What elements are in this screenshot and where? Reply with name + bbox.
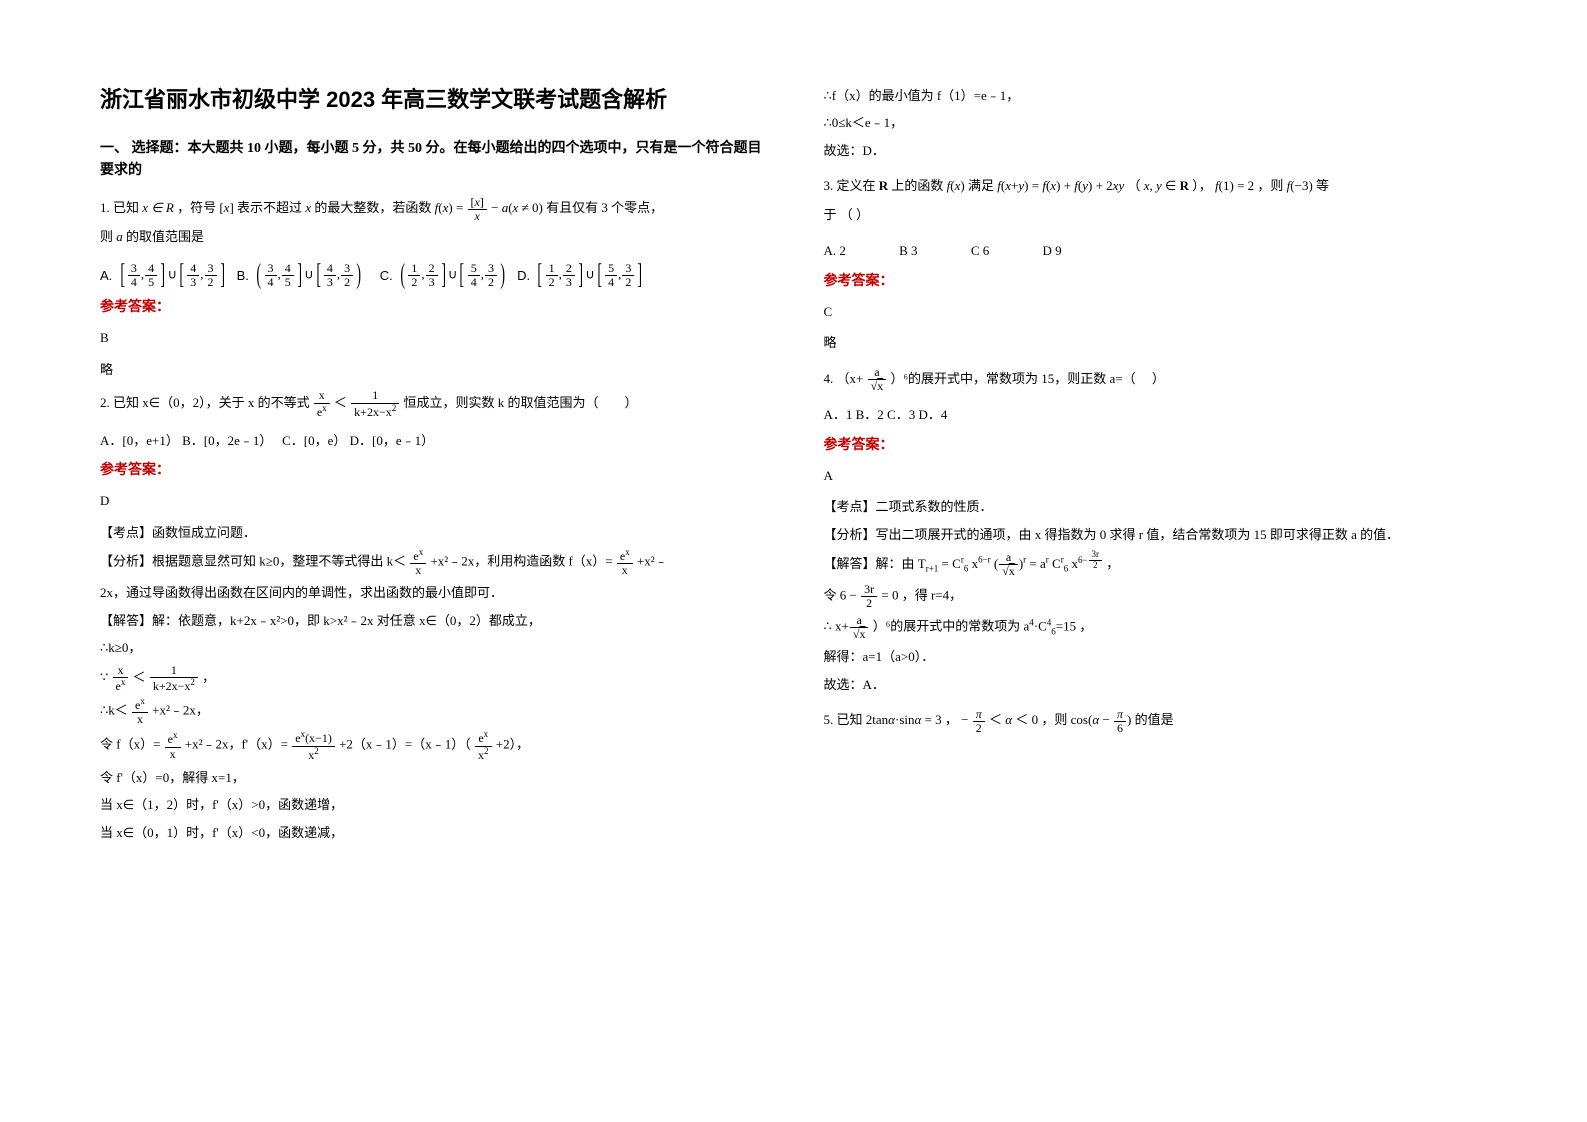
q2-jd-d: ∴k＜ exx +x²﹣2x，	[100, 697, 764, 726]
q2-r1: ∴f（x）的最小值为 f（1）=e﹣1，	[824, 84, 1488, 107]
answer-label: 参考答案：	[100, 295, 764, 320]
q2-jd-c-t: ∵	[100, 669, 108, 684]
q4-a: 4. （x+	[824, 371, 864, 386]
q2-fx-a: 【分析】根据题意显然可知 k≥0，整理不等式得出 k＜	[100, 554, 406, 569]
q3-answer: C	[824, 300, 1488, 323]
q4-kp: 【考点】二项式系数的性质．	[824, 495, 1488, 518]
q5-b: ，	[945, 712, 958, 727]
q4-jd-c: ∴ x+a√x ）⁶的展开式中的常数项为 a4·C46=15 ，	[824, 614, 1488, 641]
q3-opt-a: A. 2	[824, 239, 846, 262]
q4-jd-e: 故选：A．	[824, 673, 1488, 696]
q1-text-e: 有且仅有 3 个零点，	[546, 200, 663, 215]
q1-text-a: 1. 已知	[100, 200, 139, 215]
q5-d: 的值是	[1135, 712, 1174, 727]
q4-jdc2: ）⁶的展开式中的常数项为	[873, 619, 1021, 634]
answer-label-3: 参考答案：	[824, 269, 1488, 294]
left-column: 浙江省丽水市初级中学 2023 年高三数学文联考试题含解析 一、 选择题：本大题…	[100, 80, 764, 1092]
q2-text-b: 恒成立，则实数 k 的取值范围为（ ）	[403, 395, 637, 410]
q1-note: 略	[100, 358, 764, 381]
q1-text-c: 表示不超过	[237, 200, 302, 215]
q2-jd-d2: +x²﹣2x，	[152, 703, 209, 718]
q2-jd-e: 令 f（x）= exx +x²﹣2x，f'（x）= ex(x−1)x2 +2（x…	[100, 730, 764, 761]
q3-a: 3. 定义在	[824, 178, 876, 193]
q4-jda2: ，	[1106, 556, 1119, 571]
answer-label-2: 参考答案：	[100, 458, 764, 483]
section-1-head: 一、 选择题：本大题共 10 小题，每小题 5 分，共 50 分。在每小题给出的…	[100, 138, 764, 183]
q2-jd-c2: ，	[202, 669, 215, 684]
q2-r2: ∴0≤k＜e﹣1，	[824, 111, 1488, 134]
q2-jd-e2: +x²﹣2x，f'（x）=	[185, 737, 288, 752]
q2-kp: 【考点】函数恒成立问题．	[100, 521, 764, 544]
q3-d: （	[1127, 178, 1140, 193]
question-3: 3. 定义在 R 上的函数 f(x) 满足 f(x+y) = f(x) + f(…	[824, 172, 1488, 229]
q3-opt-b: B 3	[899, 239, 917, 262]
q3-e: ），	[1192, 178, 1212, 193]
q3-options: A. 2 B 3 C 6 D 9	[824, 239, 1488, 262]
q1-text-b: ，符号	[177, 200, 216, 215]
q1-text-d: 的最大整数，若函数	[314, 200, 431, 215]
q1-text-f: 则	[100, 229, 113, 244]
q3-h: 于 （ ）	[824, 207, 870, 222]
q3-b: 上的函数	[891, 178, 943, 193]
question-1: 1. 已知 x ∈ R ，符号 [x] 表示不超过 x 的最大整数，若函数 f(…	[100, 194, 764, 251]
q4-answer: A	[824, 464, 1488, 487]
q4-b: ）⁶的展开式中，常数项为 15，则正数 a=（ ）	[890, 371, 1164, 386]
q4-jd-d: 解得：a=1（a>0）．	[824, 645, 1488, 668]
q2-jd-e3: +2（x﹣1）=（x﹣1）（	[339, 737, 471, 752]
q5-a: 5. 已知	[824, 712, 863, 727]
right-column: ∴f（x）的最小值为 f（1）=e﹣1， ∴0≤k＜e﹣1， 故选：D． 3. …	[824, 80, 1488, 1092]
q1-text-g: 的取值范围是	[126, 229, 204, 244]
q4-fx: 【分析】写出二项展开式的通项，由 x 得指数为 0 求得 r 值，结合常数项为 …	[824, 523, 1488, 546]
q4-options: A．1 B．2 C．3 D．4	[824, 403, 1488, 426]
q4-jd-b: 令 6 − 3r2 = 0 ，得 r=4，	[824, 583, 1488, 610]
q1-answer: B	[100, 326, 764, 349]
q2-jd-c: ∵ xex ＜ 1k+2x−x2 ，	[100, 664, 764, 693]
q3-g: 等	[1316, 178, 1329, 193]
q5-c: ，则	[1041, 712, 1067, 727]
answer-label-4: 参考答案：	[824, 433, 1488, 458]
q2-jd-e-t: 令 f（x）=	[100, 737, 160, 752]
q3-note: 略	[824, 331, 1488, 354]
q2-jd-e4: +2），	[496, 737, 529, 752]
q4-jdb-t: 令	[824, 587, 837, 602]
question-5: 5. 已知 2tanα·sinα = 3 ， − π2 ＜ α ＜ 0 ，则 c…	[824, 706, 1488, 735]
q2-answer: D	[100, 489, 764, 512]
q2-r3: 故选：D．	[824, 139, 1488, 162]
question-4: 4. （x+ a√x ）⁶的展开式中，常数项为 15，则正数 a=（ ）	[824, 365, 1488, 394]
q4-jdc-t: ∴	[824, 619, 832, 634]
q1-options: A. [34,45]∪[43,32] B. (34,45]∪[43,32) C.…	[100, 262, 764, 289]
q2-jd-a: 【解答】解：依题意，k+2x﹣x²>0，即 k>x²﹣2x 对任意 x∈（0，2…	[100, 609, 764, 632]
q3-f: ，则	[1257, 178, 1283, 193]
q2-fx: 【分析】根据题意显然可知 k≥0，整理不等式得出 k＜ exx +x²﹣2x，利…	[100, 548, 764, 577]
q3-opt-c: C 6	[971, 239, 989, 262]
q2-jd-g: 当 x∈（1，2）时，f'（x）>0，函数递增，	[100, 793, 764, 816]
q2-jd-h: 当 x∈（0，1）时，f'（x）<0，函数递减，	[100, 821, 764, 844]
q2-fx-d: 2x，通过导函数得出函数在区间内的单调性，求出函数的最小值即可．	[100, 581, 764, 604]
q2-jd-b: ∴k≥0，	[100, 636, 764, 659]
q3-c: 满足	[968, 178, 994, 193]
q2-jd-d-t: ∴k＜	[100, 703, 128, 718]
q2-fx-c: +x²﹣	[637, 554, 668, 569]
q4-jda-t: 【解答】解：由	[824, 556, 915, 571]
q4-jdc3: ，	[1079, 619, 1092, 634]
q2-jd-f: 令 f'（x）=0，解得 x=1，	[100, 766, 764, 789]
question-2: 2. 已知 x∈（0，2），关于 x 的不等式 xex ＜ 1k+2x−x2 恒…	[100, 389, 764, 419]
q3-opt-d: D 9	[1042, 239, 1061, 262]
q2-options: A．[0，e+1） B．[0，2e﹣1） C．[0，e） D．[0，e﹣1）	[100, 429, 764, 452]
page-title: 浙江省丽水市初级中学 2023 年高三数学文联考试题含解析	[100, 80, 764, 120]
q4-jdb2: ，得 r=4，	[902, 587, 962, 602]
q4-jd-a: 【解答】解：由 Tr+1 = Cr6 x6−r (a√x)r = ar Cr6 …	[824, 550, 1488, 578]
q2-fx-b: +x²﹣2x，利用构造函数 f（x）=	[430, 554, 612, 569]
q2-text-a: 2. 已知 x∈（0，2），关于 x 的不等式	[100, 395, 310, 410]
